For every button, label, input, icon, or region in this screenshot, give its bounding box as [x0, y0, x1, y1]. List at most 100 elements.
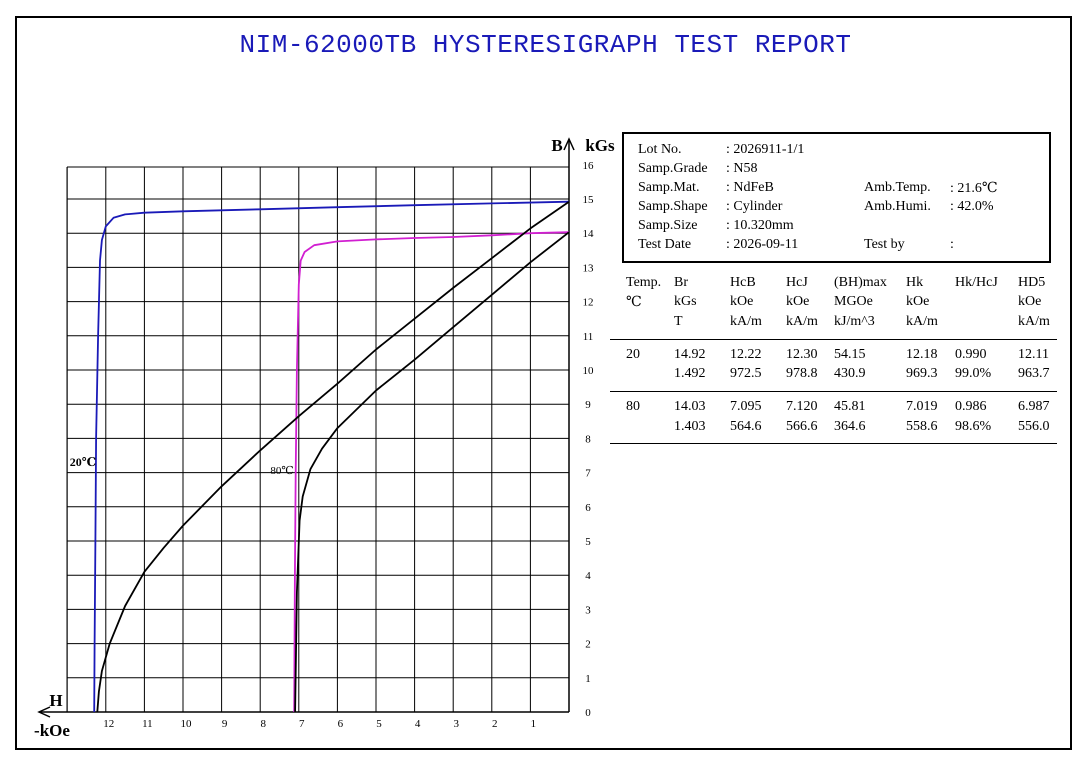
- x-tick-label: 10: [181, 718, 193, 730]
- temp-label-80c: 80℃: [270, 465, 293, 477]
- results-value-cell: 14.03: [674, 399, 706, 414]
- x-tick-label: 9: [222, 718, 228, 730]
- y-tick-label: 16: [583, 160, 595, 172]
- results-header-cell: kA/m: [1018, 314, 1050, 329]
- curve-j-80c: [293, 231, 570, 713]
- results-header-cell: Temp.: [626, 275, 662, 290]
- results-value-cell: 558.6: [906, 419, 938, 434]
- info-value: : N58: [726, 161, 758, 176]
- h-unit-label: -kOe: [34, 721, 70, 740]
- x-tick-label: 6: [338, 718, 344, 730]
- results-value-cell: 99.0%: [955, 366, 992, 381]
- results-value-cell: 7.019: [906, 399, 938, 414]
- results-divider: [610, 443, 1057, 444]
- temp-label-20c: 20℃: [70, 455, 96, 469]
- results-value-cell: 556.0: [1018, 419, 1050, 434]
- curve-j-20c: [93, 200, 570, 713]
- results-header-cell: kA/m: [730, 314, 762, 329]
- info-label: Samp.Mat.: [638, 180, 700, 195]
- info-row: Samp.Grade : N58: [638, 161, 1048, 180]
- h-axis-arrow-icon: [37, 706, 51, 718]
- b-axis-arrow-icon: [563, 137, 575, 151]
- results-header-cell: kOe: [786, 294, 810, 309]
- results-value-cell: 364.6: [834, 419, 866, 434]
- results-value-cell: 7.120: [786, 399, 818, 414]
- results-value-cell: 98.6%: [955, 419, 992, 434]
- results-temp-cell: 80: [626, 399, 640, 414]
- x-tick-label: 1: [531, 718, 537, 730]
- results-value-cell: 6.987: [1018, 399, 1050, 414]
- y-tick-label: 15: [583, 194, 595, 206]
- results-value-cell: 12.30: [786, 347, 818, 362]
- results-temp-cell: 20: [626, 347, 640, 362]
- sample-info-box: Lot No.: 2026911-1/1 Samp.Grade: N58 Samp.…: [622, 132, 1051, 263]
- results-header-cell: Hk: [906, 275, 924, 290]
- info-label: Samp.Grade: [638, 161, 708, 176]
- results-header-cell: Br: [674, 275, 688, 290]
- results-header-cell: kOe: [730, 294, 754, 309]
- x-tick-label: 11: [142, 718, 153, 730]
- y-tick-label: 10: [583, 365, 595, 377]
- x-tick-label: 8: [260, 718, 266, 730]
- results-value-cell: 963.7: [1018, 366, 1050, 381]
- y-tick-label: 1: [585, 673, 591, 685]
- results-header-cell: HcB: [730, 275, 756, 290]
- y-tick-label: 14: [583, 228, 595, 240]
- results-value-cell: 7.095: [730, 399, 762, 414]
- results-table: Temp. ℃ Br kGs T HcB kOe kA/m HcJ kOe kA/m (BH)max M…: [610, 275, 1060, 455]
- info-value: : Cylinder: [726, 199, 783, 214]
- results-header-cell: kJ/m^3: [834, 314, 875, 329]
- results-value-cell: 1.492: [674, 366, 706, 381]
- results-value-cell: 430.9: [834, 366, 866, 381]
- results-header-cell: MGOe: [834, 294, 873, 309]
- results-header-cell: kGs: [674, 294, 697, 309]
- y-tick-label: 2: [585, 639, 591, 651]
- info-row: Lot No.: 2026911-1/1: [638, 142, 1048, 161]
- y-tick-label: 8: [585, 433, 591, 445]
- info-label: Samp.Size: [638, 218, 698, 233]
- info-value-2: :: [950, 237, 954, 252]
- results-value-cell: 969.3: [906, 366, 938, 381]
- h-axis-label: H: [49, 691, 62, 710]
- results-value-cell: 564.6: [730, 419, 762, 434]
- curve-b-80c: [294, 231, 570, 713]
- chart-curves: [93, 200, 570, 713]
- info-label: Lot No.: [638, 142, 682, 157]
- results-value-cell: 0.990: [955, 347, 987, 362]
- y-tick-label: 13: [583, 262, 595, 274]
- x-tick-label: 7: [299, 718, 305, 730]
- b-axis-label: B: [551, 136, 562, 155]
- info-label-2: Test by: [864, 237, 905, 252]
- results-value-cell: 1.403: [674, 419, 706, 434]
- results-value-cell: 0.986: [955, 399, 987, 414]
- results-value-cell: 978.8: [786, 366, 818, 381]
- x-tick-label: 4: [415, 718, 421, 730]
- report-title: NIM-62000TB HYSTERESIGRAPH TEST REPORT: [239, 30, 852, 60]
- x-tick-label: 12: [103, 718, 114, 730]
- results-header-cell: HD5: [1018, 275, 1046, 290]
- results-value-cell: 972.5: [730, 366, 762, 381]
- y-tick-label: 6: [585, 502, 591, 514]
- report-frame: [15, 16, 1072, 750]
- info-value: : 2026-09-11: [726, 237, 799, 252]
- results-header-cell: kOe: [1018, 294, 1042, 309]
- results-value-cell: 54.15: [834, 347, 866, 362]
- info-row: Samp.Mat.: NdFeB Amb.Temp.: 21.6℃: [638, 180, 1048, 199]
- chart-grid: [66, 166, 570, 713]
- y-tick-label: 9: [585, 399, 591, 411]
- results-divider: [610, 391, 1057, 392]
- info-value-2: : 21.6℃: [950, 181, 998, 196]
- info-label: Test Date: [638, 237, 692, 252]
- results-header-cell: ℃: [626, 295, 642, 310]
- results-divider: [610, 339, 1057, 340]
- results-value-cell: 566.6: [786, 419, 818, 434]
- results-value-cell: 12.22: [730, 347, 762, 362]
- chart-annotations: 20℃ 80℃: [70, 455, 294, 477]
- curve-b-20c: [96, 200, 570, 713]
- y-tick-label: 4: [585, 570, 591, 582]
- results-header-cell: (BH)max: [834, 275, 887, 290]
- y-tick-label: 7: [585, 468, 591, 480]
